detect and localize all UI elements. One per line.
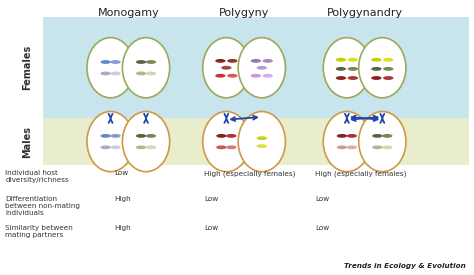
Ellipse shape <box>203 38 250 98</box>
Ellipse shape <box>227 59 237 63</box>
Text: Trends in Ecology & Evolution: Trends in Ecology & Evolution <box>345 263 466 269</box>
Ellipse shape <box>337 145 347 149</box>
Text: High: High <box>114 196 131 202</box>
Ellipse shape <box>100 72 111 75</box>
Ellipse shape <box>226 134 237 138</box>
Text: High (especially females): High (especially females) <box>204 170 295 177</box>
Ellipse shape <box>372 134 383 138</box>
Ellipse shape <box>87 111 134 172</box>
Ellipse shape <box>122 38 170 98</box>
Ellipse shape <box>110 145 121 149</box>
Ellipse shape <box>323 38 371 98</box>
Text: Low: Low <box>204 225 218 231</box>
Ellipse shape <box>346 134 357 138</box>
Ellipse shape <box>215 59 226 63</box>
Ellipse shape <box>251 59 261 63</box>
Text: Females: Females <box>22 45 32 90</box>
Text: Males: Males <box>22 126 32 158</box>
Ellipse shape <box>382 145 392 149</box>
Ellipse shape <box>203 111 250 172</box>
Ellipse shape <box>215 74 226 78</box>
Ellipse shape <box>100 60 111 64</box>
Ellipse shape <box>136 145 146 149</box>
Ellipse shape <box>136 134 146 138</box>
Ellipse shape <box>263 59 273 63</box>
Text: Low: Low <box>204 196 218 202</box>
Text: Individual host
diversity/richness: Individual host diversity/richness <box>5 170 69 183</box>
Text: Differentiation
between non-mating
individuals: Differentiation between non-mating indiv… <box>5 196 81 216</box>
Ellipse shape <box>336 76 346 80</box>
Ellipse shape <box>263 74 273 78</box>
Text: Monogamy: Monogamy <box>98 7 159 18</box>
Ellipse shape <box>371 67 382 71</box>
Text: High (especially females): High (especially females) <box>315 170 406 177</box>
Text: Low: Low <box>315 196 329 202</box>
Ellipse shape <box>136 60 146 64</box>
Bar <box>43 118 469 165</box>
Ellipse shape <box>256 136 267 140</box>
Text: Low: Low <box>114 170 128 176</box>
Ellipse shape <box>100 145 111 149</box>
Ellipse shape <box>216 145 227 149</box>
Ellipse shape <box>347 67 358 71</box>
Ellipse shape <box>347 58 358 62</box>
Ellipse shape <box>216 134 227 138</box>
Bar <box>43 17 469 118</box>
Ellipse shape <box>346 145 357 149</box>
Ellipse shape <box>359 38 406 98</box>
Ellipse shape <box>100 134 111 138</box>
Text: Polygynandry: Polygynandry <box>327 7 403 18</box>
Ellipse shape <box>146 72 156 75</box>
Text: Polygyny: Polygyny <box>219 7 269 18</box>
Ellipse shape <box>122 111 170 172</box>
Ellipse shape <box>383 67 393 71</box>
Ellipse shape <box>371 58 382 62</box>
Ellipse shape <box>336 67 346 71</box>
Ellipse shape <box>323 111 371 172</box>
Ellipse shape <box>238 38 285 98</box>
Ellipse shape <box>336 58 346 62</box>
Ellipse shape <box>227 74 237 78</box>
Text: Low: Low <box>315 225 329 231</box>
Ellipse shape <box>383 76 393 80</box>
Text: High: High <box>114 225 131 231</box>
Ellipse shape <box>359 111 406 172</box>
Ellipse shape <box>256 144 267 148</box>
Ellipse shape <box>382 134 392 138</box>
Ellipse shape <box>372 145 383 149</box>
Ellipse shape <box>146 145 156 149</box>
Text: Similarity between
mating partners: Similarity between mating partners <box>5 225 73 238</box>
Ellipse shape <box>226 145 237 149</box>
Ellipse shape <box>371 76 382 80</box>
Ellipse shape <box>146 60 156 64</box>
Ellipse shape <box>383 58 393 62</box>
Ellipse shape <box>256 66 267 70</box>
Ellipse shape <box>110 60 121 64</box>
Ellipse shape <box>347 76 358 80</box>
Ellipse shape <box>110 134 121 138</box>
Ellipse shape <box>110 72 121 75</box>
Ellipse shape <box>221 66 232 70</box>
Ellipse shape <box>251 74 261 78</box>
Ellipse shape <box>87 38 134 98</box>
Ellipse shape <box>337 134 347 138</box>
Ellipse shape <box>146 134 156 138</box>
Ellipse shape <box>238 111 285 172</box>
Ellipse shape <box>136 72 146 75</box>
